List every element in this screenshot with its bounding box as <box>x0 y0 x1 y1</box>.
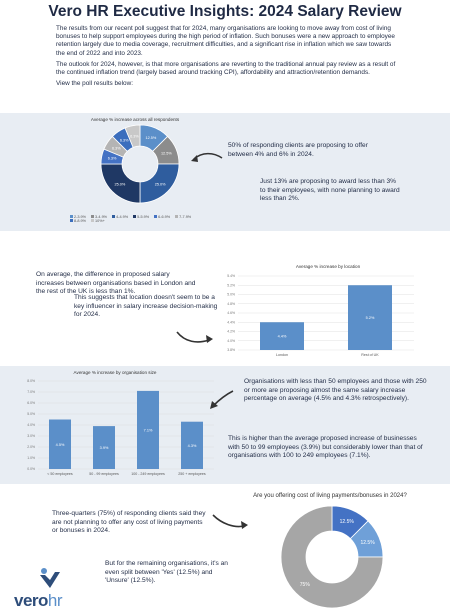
size-chart-title: Average % increase by organisation size <box>73 370 157 375</box>
y-tick-label: 5.0% <box>27 412 35 416</box>
donut-chart-bonus: 12.5% 12.5% 75% <box>280 505 384 609</box>
slice-label: 12.5% <box>161 151 172 155</box>
donut-chart-all-respondents: 12.5%12.5%25.0%25.0%6.3%6.3%6.3%6.3% <box>100 124 180 204</box>
vero-logo-text: verohr <box>14 591 63 609</box>
bar-London <box>260 322 304 350</box>
section3-text-2: This is higher than the average proposed… <box>228 435 423 459</box>
bar-value-label: 7.1% <box>144 428 153 432</box>
bar-value-label: 4.3% <box>188 444 197 448</box>
section-band-1 <box>0 113 450 231</box>
legend-item: 8-8.9% <box>70 219 86 223</box>
y-tick-label: 1.0% <box>27 456 35 460</box>
legend-item: 6-6.9% <box>154 215 170 219</box>
donut1-title: Average % increase across all respondent… <box>90 117 180 122</box>
intro-text: The results from our recent poll suggest… <box>56 25 396 91</box>
bonus-chart-title: Are you offering cost of living payments… <box>253 493 407 499</box>
y-tick-label: 7.0% <box>27 390 35 394</box>
bar-chart-location: 3.8% 4.0% 4.2% 4.4% 4.6% 4.8% 5.0% 5.2% 5.4% 4.4%… <box>227 274 414 357</box>
intro-paragraph-1: The results from our recent poll suggest… <box>56 25 395 57</box>
legend-item: 10%+ <box>91 219 105 223</box>
logo-word-vero: vero <box>14 591 48 609</box>
y-tick-label: 3.8% <box>227 348 235 352</box>
y-tick-label: 4.2% <box>227 330 235 334</box>
section1-text-2: Just 13% are proposing to award less tha… <box>260 178 400 202</box>
legend-item: 2-3.9% <box>70 215 86 219</box>
section2-text-1: On average, the difference in proposed s… <box>36 271 196 295</box>
vero-logo-icon <box>40 568 60 588</box>
view-results-text: View the poll results below: <box>56 80 133 88</box>
bar-Rest of UK <box>348 285 392 350</box>
bar-value-label: 4.4% <box>278 335 287 339</box>
x-tick-label: Rest of UK <box>361 353 379 357</box>
bar-100 - 249 employees <box>137 390 159 469</box>
section1-text-1: 50% of responding clients are proposing … <box>228 142 368 158</box>
arrow-icon <box>212 514 248 529</box>
slice-label: 12.5% <box>340 519 355 525</box>
slice-label: 6.3% <box>108 157 117 161</box>
section4-text-2: But for the remaining organisations, it'… <box>105 560 228 584</box>
location-chart-title: Average % increase by location <box>295 264 361 269</box>
y-tick-label: 8.0% <box>27 379 35 383</box>
bar-value-label: 4.5% <box>56 443 65 447</box>
slice-label: 6.3% <box>112 146 121 150</box>
x-tick-label: 50 - 99 employees <box>89 472 119 476</box>
slice-label: 6.3% <box>130 134 139 138</box>
arrow-icon <box>210 390 234 409</box>
y-tick-label: 0.0% <box>27 467 35 471</box>
y-tick-label: 3.0% <box>27 434 35 438</box>
intro-paragraph-2: The outlook for 2024, however, is that m… <box>56 60 396 77</box>
legend-item: 7-7.9% <box>175 215 191 219</box>
slice-label: 12.5% <box>146 136 157 140</box>
arrow-icon <box>191 152 223 162</box>
y-tick-label: 6.0% <box>27 401 35 405</box>
section2-text-2: This suggests that location doesn't seem… <box>74 294 218 318</box>
donut1-legend: 2-3.9% 3-4.9% 4-4.9% 5-5.9% 6-6.9% 7-7.9% 8-8.… <box>70 215 210 223</box>
x-tick-label: 100 - 249 employees <box>131 472 165 476</box>
bar-chart-organisation-size: 0.0% 1.0% 2.0% 3.0% 4.0% 5.0% 6.0% 7.0% 8.0% 4.5%… <box>27 379 214 476</box>
slice-label: 25.0% <box>114 182 125 186</box>
slice-10%+ <box>124 124 141 148</box>
legend-item: 3-4.9% <box>91 215 107 219</box>
slice-No <box>280 505 384 609</box>
logo-word-hr: hr <box>47 591 63 609</box>
y-tick-label: 4.6% <box>227 311 235 315</box>
bar-value-label: 3.9% <box>100 446 109 450</box>
y-tick-label: 5.0% <box>227 293 235 297</box>
x-tick-label: < 50 employees <box>47 472 73 476</box>
bar-< 50 employees <box>49 419 71 469</box>
section3-text-1: Organisations with less than 50 employee… <box>244 378 427 402</box>
bar-50 - 99 employees <box>93 426 115 469</box>
legend-item: 5-5.9% <box>133 215 149 219</box>
x-tick-label: 250 + employees <box>178 472 206 476</box>
y-tick-label: 4.0% <box>27 423 35 427</box>
slice-label: 75% <box>300 582 311 588</box>
y-tick-label: 4.0% <box>227 339 235 343</box>
y-tick-label: 2.0% <box>27 445 35 449</box>
slice-label: 25.0% <box>155 182 166 186</box>
y-tick-label: 4.8% <box>227 302 235 306</box>
y-tick-label: 4.4% <box>227 320 235 324</box>
section4-text-1: Three-quarters (75%) of responding clien… <box>52 510 206 534</box>
slice-label: 6.3% <box>120 139 129 143</box>
page-title: Vero HR Executive Insights: 2024 Salary … <box>48 3 402 20</box>
y-tick-label: 5.4% <box>227 274 235 278</box>
bar-value-label: 5.2% <box>366 316 375 320</box>
bar-250 + employees <box>181 421 203 469</box>
slice-label: 12.5% <box>360 540 375 546</box>
legend-item: 4-4.9% <box>112 215 128 219</box>
arrow-icon <box>176 331 213 343</box>
x-tick-label: London <box>276 353 288 357</box>
y-tick-label: 5.2% <box>227 283 235 287</box>
